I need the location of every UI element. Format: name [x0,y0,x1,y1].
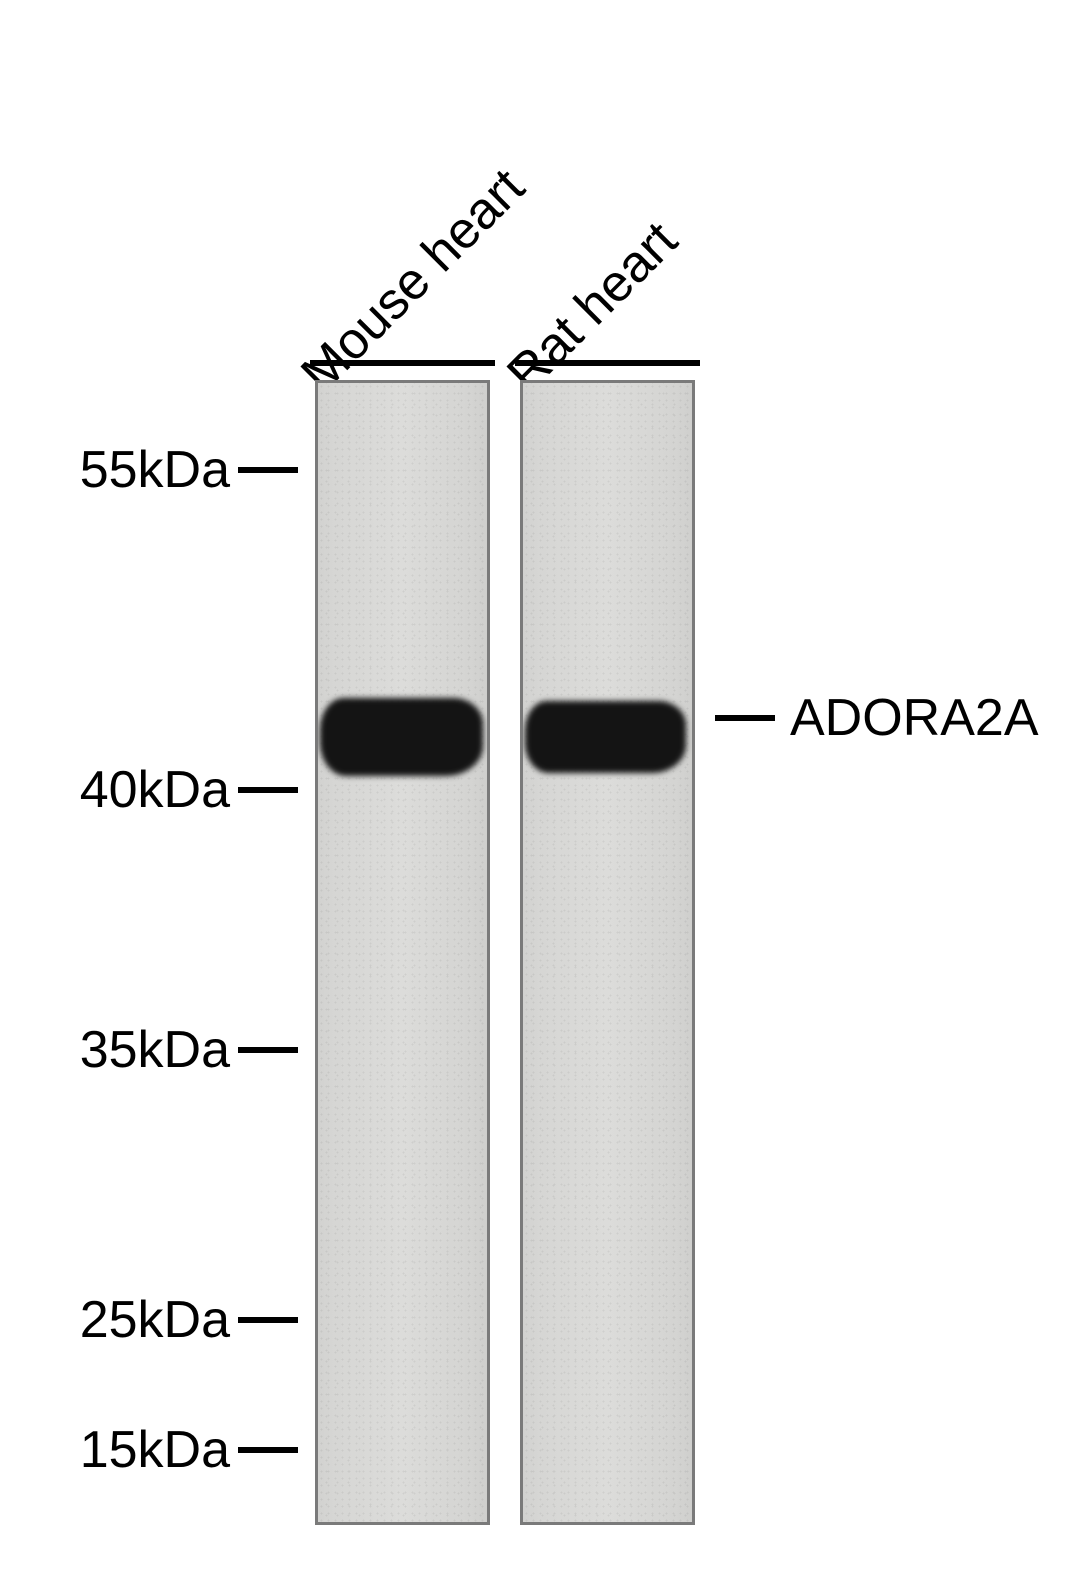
lane-label-rat-heart: Rat heart [496,210,690,404]
band-annotation-label: ADORA2A [790,688,1039,748]
protein-band [320,698,483,776]
mw-marker-label: 15kDa [0,1420,230,1480]
blot-figure: Mouse heart Rat heart 55kDa 40kDa 35kDa … [0,0,1080,1575]
mw-marker-tick [238,467,298,473]
mw-marker-tick [238,1047,298,1053]
mw-marker-tick [238,787,298,793]
lane-noise [523,383,692,1522]
band-annotation-tick [715,715,775,721]
mw-marker-label: 35kDa [0,1020,230,1080]
mw-marker-tick [238,1317,298,1323]
lane-label-mouse-heart: Mouse heart [290,157,537,404]
mw-marker-label: 40kDa [0,760,230,820]
mw-marker-tick [238,1447,298,1453]
lane-noise [318,383,487,1522]
protein-band [525,701,686,773]
lane-rat-heart [520,380,695,1525]
lane-mouse-heart [315,380,490,1525]
mw-marker-label: 25kDa [0,1290,230,1350]
mw-marker-label: 55kDa [0,440,230,500]
